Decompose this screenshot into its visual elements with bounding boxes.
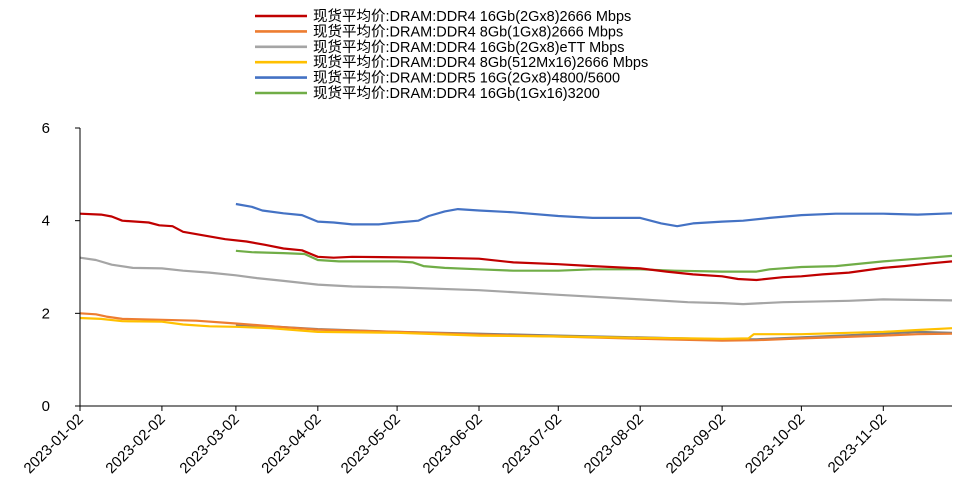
x-ticks: 2023-01-02 2023-02-02 2023-03-02 2023-04-02… (21, 406, 890, 477)
x-tick-label: 2023-06-02 (420, 411, 486, 477)
x-tick-label: 2023-05-02 (338, 411, 404, 477)
series-layer (79, 202, 953, 342)
legend-label-5: 现货平均价:DRAM:DDR5 16G(2Gx8)4800/5600 (313, 70, 620, 87)
x-tick-label: 2023-11-02 (825, 411, 890, 476)
x-tick-label: 2023-04-02 (258, 411, 324, 477)
x-tick-label: 2023-03-02 (176, 411, 242, 477)
legend: 现货平均价:DRAM:DDR4 16Gb(2Gx8)2666 Mbps现货平均价… (255, 8, 648, 102)
y-tick-label: 4 (42, 213, 50, 230)
y-tick-label: 2 (42, 305, 50, 322)
legend-label-6: 现货平均价:DRAM:DDR4 16Gb(1Gx16)3200 (313, 85, 600, 102)
series-line-6 (235, 249, 953, 273)
x-tick-label: 2023-02-02 (102, 411, 168, 477)
axes (79, 128, 952, 407)
x-tick-label: 2023-10-02 (742, 411, 808, 477)
legend-label-3: 现货平均价:DRAM:DDR4 16Gb(2Gx8)eTT Mbps (313, 39, 625, 56)
series-line-4 (79, 316, 953, 340)
y-ticks: 0 2 4 6 (42, 120, 80, 415)
x-tick-label: 2023-09-02 (663, 411, 729, 477)
x-tick-label: 2023-01-02 (21, 411, 87, 477)
x-tick-label: 2023-08-02 (581, 411, 647, 477)
series-line-1 (79, 212, 953, 282)
legend-label-2: 现货平均价:DRAM:DDR4 8Gb(1Gx8)2666 Mbps (313, 23, 623, 40)
y-tick-label: 6 (42, 120, 50, 137)
y-tick-label: 0 (42, 398, 50, 415)
legend-label-4: 现货平均价:DRAM:DDR4 8Gb(512Mx16)2666 Mbps (313, 54, 648, 71)
legend-label-1: 现货平均价:DRAM:DDR4 16Gb(2Gx8)2666 Mbps (313, 8, 631, 25)
series-line-5 (235, 202, 953, 228)
series-line-3 (79, 256, 953, 306)
x-tick-label: 2023-07-02 (499, 411, 565, 477)
